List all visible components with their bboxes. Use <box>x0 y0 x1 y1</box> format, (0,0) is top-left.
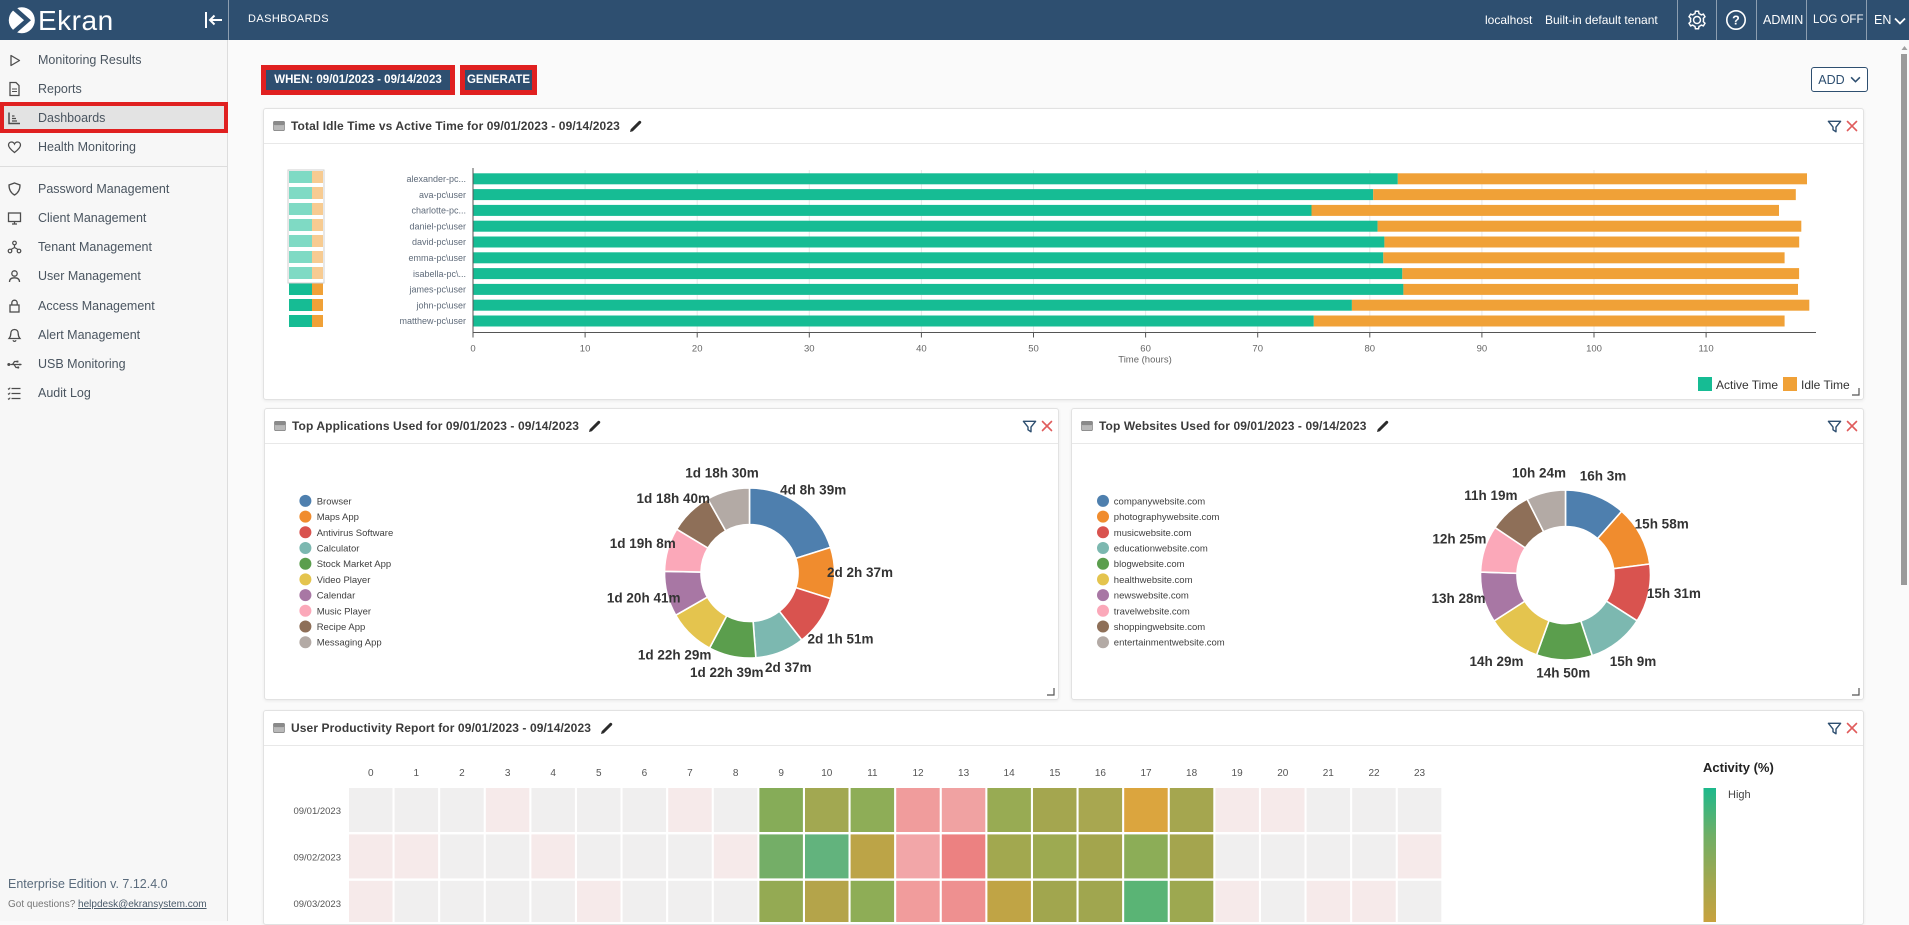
svg-text:blogwebsite.com: blogwebsite.com <box>1114 559 1185 570</box>
svg-text:1d 22h 29m: 1d 22h 29m <box>638 648 712 663</box>
svg-text:Idle Time: Idle Time <box>1801 378 1850 392</box>
svg-text:11h 19m: 11h 19m <box>1464 488 1517 503</box>
svg-text:emma-pc\user: emma-pc\user <box>408 253 466 263</box>
svg-text:musicwebsite.com: musicwebsite.com <box>1114 528 1192 539</box>
svg-text:shoppingwebsite.com: shoppingwebsite.com <box>1114 622 1205 633</box>
svg-text:10: 10 <box>821 768 833 779</box>
svg-text:19: 19 <box>1232 768 1244 779</box>
svg-text:20: 20 <box>692 344 703 355</box>
svg-text:110: 110 <box>1699 344 1714 355</box>
svg-text:7: 7 <box>687 768 693 779</box>
svg-text:100: 100 <box>1586 344 1602 355</box>
svg-text:14h 29m: 14h 29m <box>1469 654 1523 669</box>
svg-text:12: 12 <box>912 768 924 779</box>
svg-text:?: ? <box>1732 14 1740 28</box>
svg-text:1: 1 <box>414 768 420 779</box>
svg-text:50: 50 <box>1028 344 1039 355</box>
svg-text:70: 70 <box>1252 344 1263 355</box>
svg-text:travelwebsite.com: travelwebsite.com <box>1114 606 1190 617</box>
svg-text:0: 0 <box>368 768 374 779</box>
svg-text:newswebsite.com: newswebsite.com <box>1114 591 1189 602</box>
svg-text:Video Player: Video Player <box>317 575 371 586</box>
svg-text:1d 19h 8m: 1d 19h 8m <box>610 536 676 551</box>
svg-text:30: 30 <box>804 344 815 355</box>
svg-text:1d 18h 40m: 1d 18h 40m <box>637 491 711 506</box>
svg-text:alexander-pc...: alexander-pc... <box>406 174 466 184</box>
svg-text:14h 50m: 14h 50m <box>1536 665 1590 680</box>
svg-text:5: 5 <box>596 768 602 779</box>
svg-text:15h 31m: 15h 31m <box>1647 586 1701 601</box>
svg-text:9: 9 <box>778 768 784 779</box>
svg-text:4: 4 <box>550 768 556 779</box>
svg-text:educationwebsite.com: educationwebsite.com <box>1114 544 1208 555</box>
svg-text:companywebsite.com: companywebsite.com <box>1114 496 1205 507</box>
svg-text:Music Player: Music Player <box>317 606 371 617</box>
svg-text:charlotte-pc...: charlotte-pc... <box>411 206 466 216</box>
svg-text:photographywebsite.com: photographywebsite.com <box>1114 512 1220 523</box>
svg-text:1d 22h 39m: 1d 22h 39m <box>690 665 764 680</box>
svg-text:ava-pc\user: ava-pc\user <box>419 190 466 200</box>
svg-text:09/03/2023: 09/03/2023 <box>293 899 341 910</box>
svg-text:15h 58m: 15h 58m <box>1635 516 1689 531</box>
svg-text:23: 23 <box>1414 768 1426 779</box>
svg-text:8: 8 <box>733 768 739 779</box>
svg-text:12h 25m: 12h 25m <box>1432 531 1486 546</box>
svg-text:18: 18 <box>1186 768 1198 779</box>
svg-text:13h 28m: 13h 28m <box>1431 591 1485 606</box>
svg-text:john-pc\user: john-pc\user <box>415 300 466 310</box>
svg-text:60: 60 <box>1140 344 1151 355</box>
svg-text:Stock Market App: Stock Market App <box>317 559 391 570</box>
svg-text:22: 22 <box>1368 768 1380 779</box>
svg-text:2d 2h 37m: 2d 2h 37m <box>827 565 893 580</box>
svg-text:16: 16 <box>1095 768 1107 779</box>
svg-text:Maps App: Maps App <box>317 512 359 523</box>
svg-text:20: 20 <box>1277 768 1289 779</box>
svg-text:daniel-pc\user: daniel-pc\user <box>409 221 466 231</box>
svg-text:13: 13 <box>958 768 970 779</box>
svg-text:2d 37m: 2d 37m <box>765 660 812 675</box>
svg-text:6: 6 <box>642 768 648 779</box>
svg-text:15h 9m: 15h 9m <box>1610 654 1657 669</box>
svg-text:90: 90 <box>1477 344 1488 355</box>
svg-text:Active Time: Active Time <box>1716 378 1778 392</box>
svg-text:0: 0 <box>470 344 475 355</box>
svg-text:Recipe App: Recipe App <box>317 622 366 633</box>
svg-text:Activity (%): Activity (%) <box>1703 760 1774 775</box>
svg-text:21: 21 <box>1323 768 1335 779</box>
svg-text:4d 8h 39m: 4d 8h 39m <box>780 483 846 498</box>
svg-text:isabella-pc\...: isabella-pc\... <box>413 269 466 279</box>
svg-text:09/02/2023: 09/02/2023 <box>293 852 341 863</box>
svg-text:1d 20h 41m: 1d 20h 41m <box>607 591 681 606</box>
svg-text:entertainmentwebsite.com: entertainmentwebsite.com <box>1114 638 1225 649</box>
svg-text:16h 3m: 16h 3m <box>1580 469 1627 484</box>
svg-text:Calendar: Calendar <box>317 591 356 602</box>
svg-text:healthwebsite.com: healthwebsite.com <box>1114 575 1193 586</box>
svg-text:matthew-pc\user: matthew-pc\user <box>399 316 466 326</box>
svg-text:17: 17 <box>1140 768 1152 779</box>
svg-text:10h 24m: 10h 24m <box>1512 465 1566 480</box>
svg-text:Antivirus Software: Antivirus Software <box>317 528 394 539</box>
svg-text:Calculator: Calculator <box>317 544 360 555</box>
svg-text:High: High <box>1728 789 1751 801</box>
svg-text:2d 1h 51m: 2d 1h 51m <box>807 632 873 647</box>
svg-text:10: 10 <box>580 344 591 355</box>
svg-text:david-pc\user: david-pc\user <box>412 237 466 247</box>
svg-text:Time (hours): Time (hours) <box>1118 355 1172 366</box>
svg-text:09/01/2023: 09/01/2023 <box>293 806 341 817</box>
svg-text:14: 14 <box>1004 768 1016 779</box>
svg-text:Messaging App: Messaging App <box>317 638 382 649</box>
svg-text:15: 15 <box>1049 768 1061 779</box>
svg-text:40: 40 <box>916 344 927 355</box>
svg-text:3: 3 <box>505 768 511 779</box>
svg-text:1d 18h 30m: 1d 18h 30m <box>685 466 759 481</box>
svg-text:james-pc\user: james-pc\user <box>408 285 466 295</box>
svg-text:2: 2 <box>459 768 465 779</box>
svg-text:Browser: Browser <box>317 496 352 507</box>
svg-text:11: 11 <box>867 768 878 779</box>
svg-text:80: 80 <box>1365 344 1376 355</box>
